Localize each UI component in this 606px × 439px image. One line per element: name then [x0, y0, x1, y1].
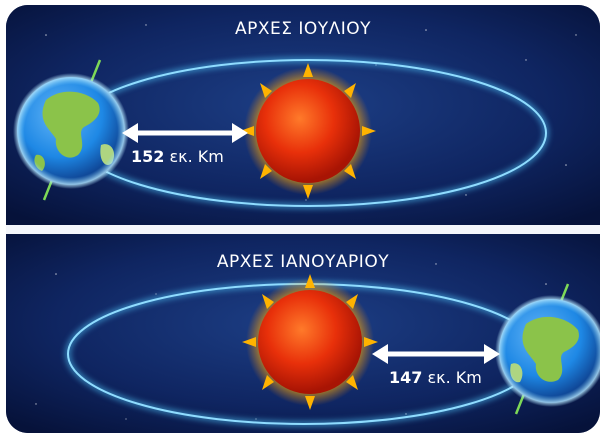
- earth-icon: [495, 283, 600, 415]
- distance-value-january: 147: [389, 368, 423, 387]
- distance-value-july: 152: [131, 147, 165, 166]
- panel-july-title: ΑΡΧΕΣ ΙΟΥΛΙΟΥ: [234, 19, 372, 39]
- distance-unit-july: εκ. Km: [169, 147, 224, 166]
- panel-july: ΑΡΧΕΣ ΙΟΥΛΙΟΥ 152 εκ. Km: [6, 5, 600, 225]
- panel-january-graphic: [6, 234, 600, 433]
- earth-icon: [13, 59, 129, 201]
- panel-january: ΑΡΧΕΣ ΙΑΝΟΥΑΡΙΟΥ 147 εκ. Km: [6, 234, 600, 433]
- panel-separator: [6, 225, 600, 234]
- distance-arrow-icon: [122, 123, 248, 143]
- distance-label-january: 147 εκ. Km: [389, 368, 482, 387]
- diagram-frame: ΑΡΧΕΣ ΙΟΥΛΙΟΥ 152 εκ. Km: [6, 5, 600, 433]
- distance-arrow-icon: [372, 344, 500, 364]
- sun-icon: [240, 63, 376, 199]
- stars: [35, 263, 547, 420]
- panel-july-graphic: [6, 5, 600, 225]
- sun-icon: [242, 274, 378, 410]
- distance-unit-january: εκ. Km: [427, 368, 482, 387]
- panel-january-title: ΑΡΧΕΣ ΙΑΝΟΥΑΡΙΟΥ: [216, 252, 390, 272]
- distance-label-july: 152 εκ. Km: [131, 147, 224, 166]
